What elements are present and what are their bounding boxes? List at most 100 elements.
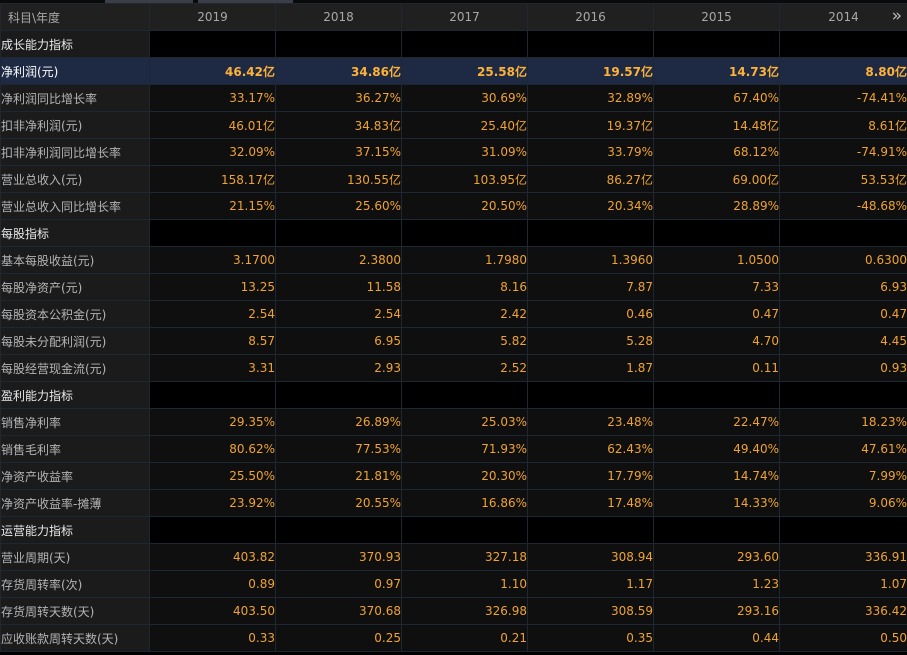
value-cell: 8.57 [149,327,276,355]
value-cell: 2.54 [275,300,402,328]
table-row-selected[interactable]: 净利润(元) 46.42亿 34.86亿 25.58亿 19.57亿 14.73亿 8.80… [0,57,907,85]
value-cell: 19.37亿 [527,111,654,139]
value-cell: 0.33 [149,624,276,652]
column-header-year[interactable]: 2016 [527,3,654,31]
value-cell: 8.61亿 [779,111,907,139]
value-cell: 33.17% [149,84,276,112]
table-row[interactable]: 扣非净利润(元) 46.01亿 34.83亿 25.40亿 19.37亿 14.48亿 8.… [0,111,907,139]
table-row[interactable]: 每股净资产(元) 13.25 11.58 8.16 7.87 7.33 6.93 [0,273,907,301]
value-cell: 1.87 [527,354,654,382]
value-cell: 293.60 [653,543,780,571]
value-cell: -74.41% [779,84,907,112]
value-cell: 20.55% [275,489,402,517]
table-row[interactable]: 营业总收入同比增长率 21.15% 25.60% 20.50% 20.34% 28.89%… [0,192,907,220]
value-cell: 5.28 [527,327,654,355]
row-label: 营业总收入(元) [0,165,150,193]
table-row[interactable]: 净利润同比增长率 33.17% 36.27% 30.69% 32.89% 67.40% -7… [0,84,907,112]
row-label: 基本每股收益(元) [0,246,150,274]
column-header-year[interactable]: 2018 [275,3,402,31]
section-title: 成长能力指标 [0,30,150,58]
value-cell: 34.83亿 [275,111,402,139]
financial-indicators-table: 科目\年度 2019 2018 2017 2016 2015 2014 » 成长… [0,3,907,652]
value-cell: 0.47 [653,300,780,328]
value-cell: 49.40% [653,435,780,463]
value-cell: 0.6300 [779,246,907,274]
value-cell: 20.30% [401,462,528,490]
value-cell: 17.79% [527,462,654,490]
row-label: 应收账款周转天数(天) [0,624,150,652]
section-blank-cell [779,516,907,544]
column-header-year[interactable]: 2015 [653,3,780,31]
section-blank-cell [149,219,276,247]
value-cell: 2.3800 [275,246,402,274]
value-cell: 62.43% [527,435,654,463]
section-header-row[interactable]: 每股指标 [0,219,907,247]
table-row[interactable]: 存货周转天数(天) 403.50 370.68 326.98 308.59 293.16 3… [0,597,907,625]
table-row[interactable]: 基本每股收益(元) 3.1700 2.3800 1.7980 1.3960 1.0500 0… [0,246,907,274]
value-cell: 327.18 [401,543,528,571]
section-header-row[interactable]: 运营能力指标 [0,516,907,544]
table-row[interactable]: 营业周期(天) 403.82 370.93 327.18 308.94 293.60 336… [0,543,907,571]
section-blank-cell [653,219,780,247]
value-cell: 2.52 [401,354,528,382]
value-cell: 403.50 [149,597,276,625]
table-row[interactable]: 每股经营现金流(元) 3.31 2.93 2.52 1.87 0.11 0.93 [0,354,907,382]
table-row[interactable]: 扣非净利润同比增长率 32.09% 37.15% 31.09% 33.79% 68.12%… [0,138,907,166]
value-cell: 30.69% [401,84,528,112]
value-cell: 16.86% [401,489,528,517]
row-label: 扣非净利润(元) [0,111,150,139]
value-cell: 80.62% [149,435,276,463]
value-cell: 370.93 [275,543,402,571]
section-blank-cell [653,381,780,409]
value-cell: 3.31 [149,354,276,382]
column-header-year[interactable]: 2019 [149,3,276,31]
column-header-year[interactable]: 2017 [401,3,528,31]
table-row[interactable]: 销售净利率 29.35% 26.89% 25.03% 23.48% 22.47% 18.23… [0,408,907,436]
value-cell: 0.97 [275,570,402,598]
double-chevron-right-icon[interactable]: » [891,6,902,26]
value-cell: 23.48% [527,408,654,436]
table-row[interactable]: 每股资本公积金(元) 2.54 2.54 2.42 0.46 0.47 0.47 [0,300,907,328]
column-header-year[interactable]: 2014 [828,10,859,24]
column-header-label: 科目\年度 [0,3,150,31]
table-row[interactable]: 净资产收益率 25.50% 21.81% 20.30% 17.79% 14.74% 7.99… [0,462,907,490]
table-row[interactable]: 存货周转率(次) 0.89 0.97 1.10 1.17 1.23 1.07 [0,570,907,598]
value-cell: 1.23 [653,570,780,598]
section-blank-cell [527,381,654,409]
value-cell: 18.23% [779,408,907,436]
value-cell: 0.89 [149,570,276,598]
row-label: 每股未分配利润(元) [0,327,150,355]
row-label: 营业总收入同比增长率 [0,192,150,220]
value-cell: 336.91 [779,543,907,571]
section-header-row[interactable]: 成长能力指标 [0,30,907,58]
value-cell: 37.15% [275,138,402,166]
section-blank-cell [527,219,654,247]
value-cell: 31.09% [401,138,528,166]
value-cell: 21.81% [275,462,402,490]
section-blank-cell [779,30,907,58]
header-row: 科目\年度 2019 2018 2017 2016 2015 2014 » [0,3,907,31]
table-row[interactable]: 应收账款周转天数(天) 0.33 0.25 0.21 0.35 0.44 0.50 [0,624,907,652]
table-body: 成长能力指标 净利润(元) 46.42亿 34.86亿 25.58亿 19.57亿 14.7… [0,30,907,652]
value-cell: 0.46 [527,300,654,328]
value-cell: 23.92% [149,489,276,517]
table-row[interactable]: 营业总收入(元) 158.17亿 130.55亿 103.95亿 86.27亿 69.00… [0,165,907,193]
row-label: 销售净利率 [0,408,150,436]
value-cell: 14.33% [653,489,780,517]
table-row[interactable]: 净资产收益率-摊薄 23.92% 20.55% 16.86% 17.48% 14.33% 9… [0,489,907,517]
value-cell: 308.59 [527,597,654,625]
value-cell: 29.35% [149,408,276,436]
table-row[interactable]: 每股未分配利润(元) 8.57 6.95 5.82 5.28 4.70 4.45 [0,327,907,355]
section-blank-cell [275,516,402,544]
value-cell: 69.00亿 [653,165,780,193]
value-cell: 370.68 [275,597,402,625]
value-cell: -74.91% [779,138,907,166]
value-cell: 21.15% [149,192,276,220]
value-cell: 7.33 [653,273,780,301]
value-cell: 26.89% [275,408,402,436]
column-header-year-last[interactable]: 2014 » [779,3,907,31]
section-blank-cell [401,516,528,544]
table-row[interactable]: 销售毛利率 80.62% 77.53% 71.93% 62.43% 49.40% 47.61… [0,435,907,463]
section-blank-cell [401,219,528,247]
section-header-row[interactable]: 盈利能力指标 [0,381,907,409]
